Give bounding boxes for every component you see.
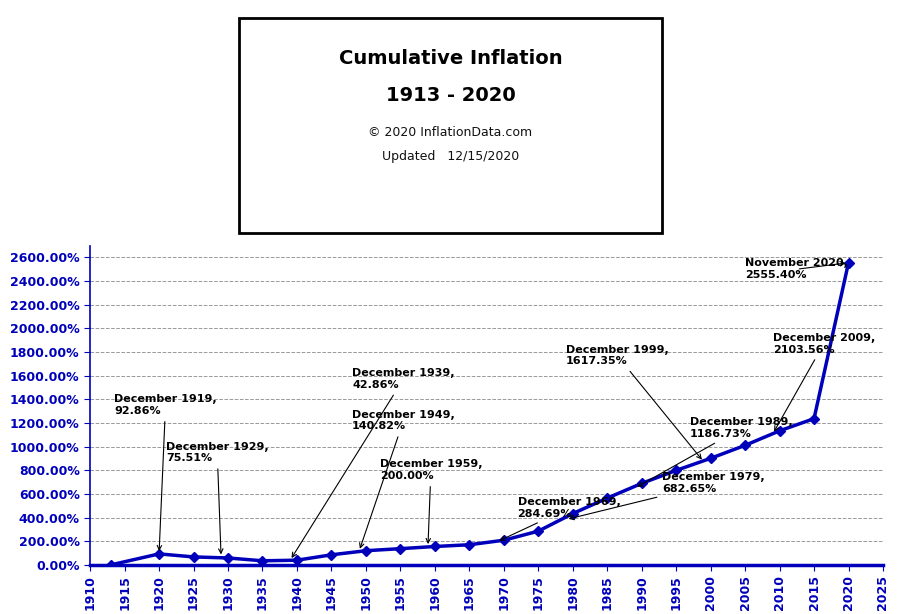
Text: Cumulative Inflation: Cumulative Inflation xyxy=(339,49,562,68)
Text: December 1959,
200.00%: December 1959, 200.00% xyxy=(379,459,482,543)
Text: December 1979,
682.65%: December 1979, 682.65% xyxy=(569,473,765,519)
Text: December 1939,
42.86%: December 1939, 42.86% xyxy=(292,368,455,557)
Text: December 1919,
92.86%: December 1919, 92.86% xyxy=(114,394,217,550)
Text: November 2020,
2555.40%: November 2020, 2555.40% xyxy=(745,258,848,280)
Text: December 1999,
1617.35%: December 1999, 1617.35% xyxy=(566,345,701,459)
Text: December 2009,
2103.56%: December 2009, 2103.56% xyxy=(773,333,875,430)
Text: December 1929,
75.51%: December 1929, 75.51% xyxy=(166,441,268,553)
Text: Updated   12/15/2020: Updated 12/15/2020 xyxy=(382,150,519,163)
Text: December 1989,
1186.73%: December 1989, 1186.73% xyxy=(638,418,793,486)
Text: December 1969,
284.69%: December 1969, 284.69% xyxy=(501,497,620,540)
Text: © 2020 InflationData.com: © 2020 InflationData.com xyxy=(369,125,532,139)
Text: 1913 - 2020: 1913 - 2020 xyxy=(386,86,515,104)
Text: December 1949,
140.82%: December 1949, 140.82% xyxy=(352,410,455,548)
